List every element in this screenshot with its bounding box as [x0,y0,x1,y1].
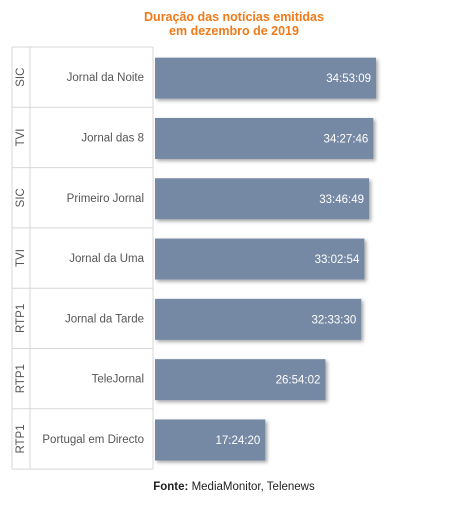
category-label: Portugal em Directo [42,434,144,446]
channel-label: RTP1 [15,304,27,333]
chart-title-line-1: Duração das notícias emitidas [144,10,324,24]
source-label: Fonte: [153,481,189,493]
source-text: MediaMonitor, Telenews [191,481,315,493]
channel-label: SIC [15,188,27,207]
data-label: 33:46:49 [319,194,364,206]
bar [155,238,365,280]
bar [155,117,374,159]
channel-label: RTP1 [15,424,27,453]
data-label: 33:02:54 [315,254,360,266]
category-label: Primeiro Jornal [67,193,144,205]
data-label: 17:24:20 [215,435,260,447]
data-label: 34:27:46 [324,133,369,145]
category-label: Jornal das 8 [81,132,144,144]
category-label: Jornal da Uma [69,253,144,265]
bar [155,298,362,340]
bar [155,419,266,461]
category-label: TeleJornal [92,374,144,386]
bar [155,178,369,220]
channel-label: TVI [15,129,27,147]
source-note: Fonte: MediaMonitor, Telenews [0,481,468,493]
bar [155,57,376,99]
category-label: Jornal da Noite [67,72,144,84]
data-label: 26:54:02 [276,375,321,387]
data-label: 32:33:30 [311,314,356,326]
bar [155,359,326,401]
channel-label: SIC [15,68,27,87]
data-label: 34:53:09 [326,73,371,85]
channel-label: TVI [15,249,27,267]
category-label: Jornal da Tarde [65,313,144,325]
channel-label: RTP1 [15,364,27,393]
chart-title-line-2: em dezembro de 2019 [169,24,299,38]
